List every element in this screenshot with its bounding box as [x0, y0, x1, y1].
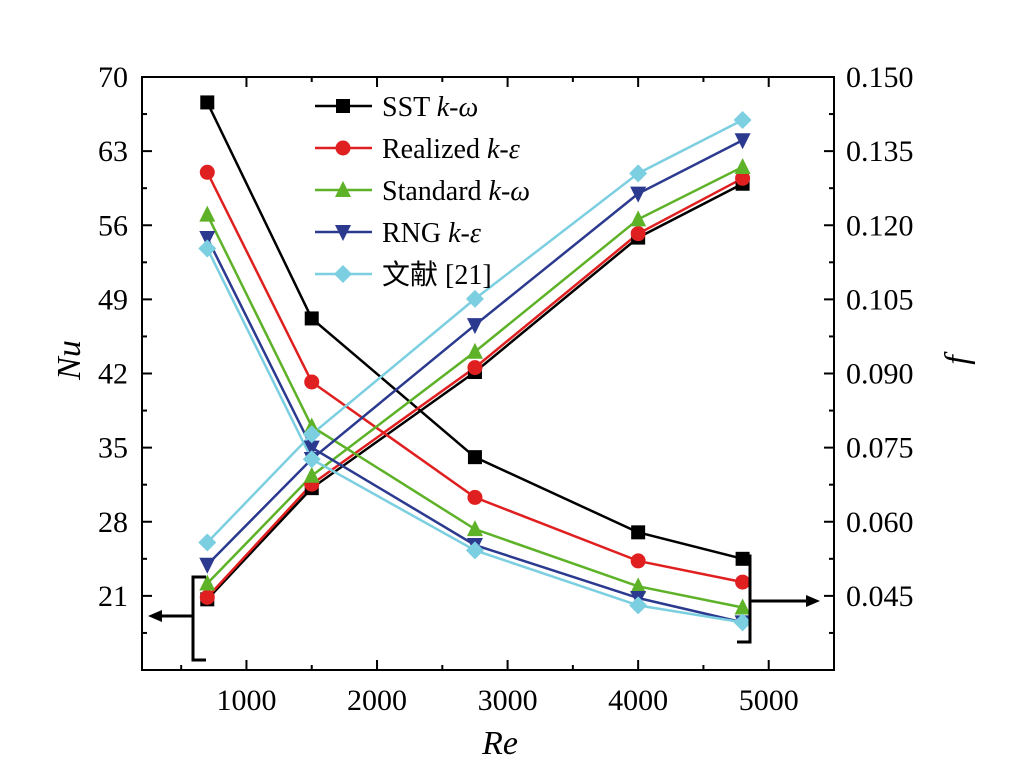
legend-marker	[334, 265, 352, 283]
legend-label-text: SST	[382, 92, 437, 123]
legend-label-text: Standard	[382, 176, 489, 207]
y-right-tick-label: 0.120	[846, 209, 914, 242]
y-left-tick-label: 63	[98, 135, 128, 168]
y-right-tick-label: 0.105	[846, 283, 914, 316]
legend-label-italic: k-ε	[487, 134, 520, 165]
f-point-series-3	[199, 557, 216, 574]
nu-point-series-0	[467, 450, 482, 465]
legend-label: SST k-ω	[382, 92, 478, 123]
f-point-series-2	[303, 466, 320, 483]
legend-label-text: Realized	[382, 134, 487, 165]
nu-point-series-1	[630, 553, 646, 569]
x-tick-label: 2000	[347, 684, 407, 717]
nu-point-series-0	[304, 311, 319, 326]
y-left-tick-label: 70	[98, 61, 128, 94]
legend-label: Realized k-ε	[382, 134, 520, 165]
nu-point-series-0	[735, 551, 750, 566]
legend-label-text: RNG	[382, 218, 448, 249]
x-tick-label: 3000	[478, 684, 538, 717]
y-left-tick-label: 42	[98, 358, 128, 391]
y-right-tick-label: 0.060	[846, 506, 914, 539]
f-point-series-2	[734, 157, 751, 174]
y-right-axis-title: f	[939, 351, 976, 365]
nu-point-series-1	[735, 574, 751, 590]
x-tick-label: 4000	[608, 684, 668, 717]
nu-point-series-2	[466, 520, 483, 537]
x-tick-label: 5000	[739, 684, 799, 717]
nu-point-series-4	[198, 239, 217, 258]
nu-point-series-1	[467, 489, 483, 505]
annotations	[148, 554, 820, 662]
y-left-tick-label: 56	[98, 209, 128, 242]
y-right-tick-label: 0.135	[846, 135, 914, 168]
y-left-tick-label: 49	[98, 283, 128, 316]
left-arrow-head	[148, 610, 162, 622]
f-point-series-2	[630, 210, 647, 227]
f-point-series-4	[733, 110, 752, 129]
f-point-series-1	[199, 589, 215, 605]
f-point-series-2	[466, 342, 483, 359]
f-point-series-1	[467, 360, 483, 376]
nu-point-series-0	[200, 95, 215, 110]
right-arrow-head	[806, 595, 820, 607]
y-right-tick-label: 0.075	[846, 432, 914, 465]
nu-point-series-2	[734, 598, 751, 615]
nu-point-series-1	[304, 374, 320, 390]
legend-label-italic: k-ω	[437, 92, 479, 123]
f-point-series-4	[465, 289, 484, 308]
legend-marker	[335, 225, 351, 241]
y-left-axis-title: Nu	[51, 340, 88, 381]
f-point-series-4	[198, 533, 217, 552]
f-point-series-3	[466, 318, 483, 335]
legend-label-italic: k-ε	[448, 218, 481, 249]
f-point-series-3	[630, 186, 647, 203]
nu-point-series-2	[199, 205, 216, 222]
plot-frame	[141, 76, 835, 671]
legend-marker	[336, 99, 350, 113]
y-right-tick-label: 0.045	[846, 580, 914, 613]
legend-label-text: 文献 [21]	[382, 259, 492, 291]
y-right-tick-label: 0.150	[846, 61, 914, 94]
nu-point-series-4	[733, 613, 752, 632]
legend-marker	[335, 140, 351, 156]
nu-point-series-4	[302, 450, 321, 469]
x-axis-title: Re	[481, 725, 518, 762]
legend-label: 文献 [21]	[382, 259, 492, 291]
nu-point-series-1	[199, 164, 215, 180]
f-point-series-2	[199, 574, 216, 591]
nu-point-series-3	[199, 230, 216, 247]
nu-point-series-2	[630, 577, 647, 594]
f-point-series-4	[302, 425, 321, 444]
nu-point-series-3	[303, 440, 320, 457]
y-right-tick-label: 0.090	[846, 358, 914, 391]
f-point-series-1	[630, 226, 646, 242]
legend-label: Standard k-ω	[382, 176, 530, 207]
legend-label: RNG k-ε	[382, 218, 481, 249]
x-tick-label: 1000	[216, 684, 276, 717]
legend-label-italic: k-ω	[489, 176, 531, 207]
legend-marker	[335, 181, 351, 197]
y-left-tick-label: 21	[98, 580, 128, 613]
right-bracket	[737, 554, 752, 644]
y-left-tick-label: 28	[98, 506, 128, 539]
f-point-series-3	[734, 133, 751, 150]
f-point-series-4	[629, 164, 648, 183]
y-left-tick-label: 35	[98, 432, 128, 465]
grid-and-ticks: 1000 2000 3000 4000 5000 21 28 35 42 49 56 63 70 0.04…	[98, 61, 914, 717]
nu-point-series-0	[631, 525, 646, 540]
nu-point-series-4	[465, 541, 484, 560]
nu-point-series-4	[629, 596, 648, 615]
axis-labels: Re Nu f	[51, 340, 976, 762]
left-bracket	[191, 575, 206, 662]
f-point-series-1	[735, 170, 751, 186]
